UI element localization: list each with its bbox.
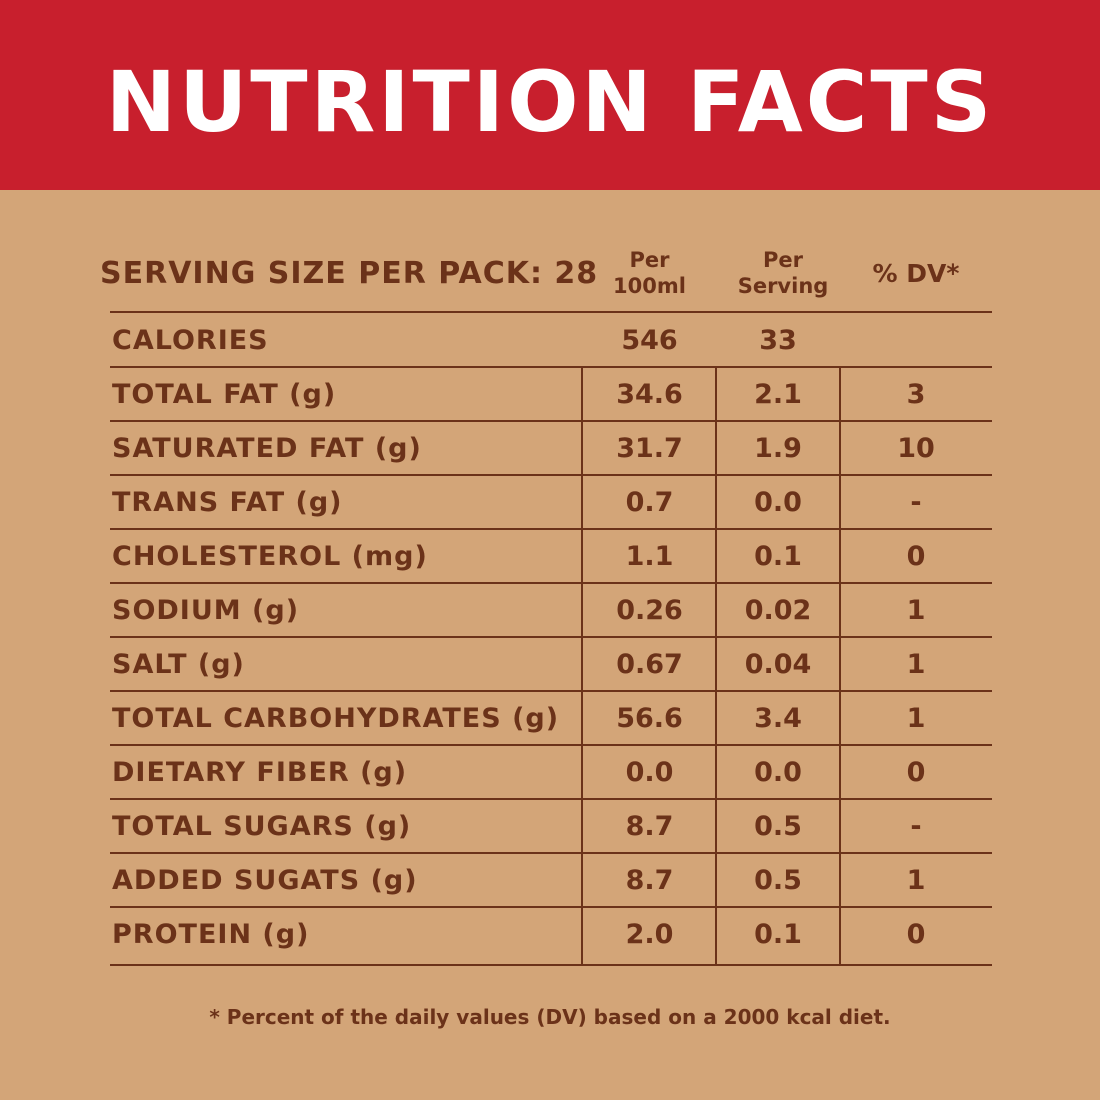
value-per-serving: 0.0 xyxy=(754,487,802,518)
value-per-serving: 0.1 xyxy=(754,541,802,572)
column-header-per-serving-text: Per Serving xyxy=(737,248,829,298)
value-dv xyxy=(840,314,992,368)
value-dv: 10 xyxy=(897,433,935,464)
nutrient-name: SATURATED FAT (g) xyxy=(112,433,422,464)
nutrient-name: CHOLESTEROL (mg) xyxy=(112,541,428,572)
nutrient-name: TRANS FAT (g) xyxy=(112,487,343,518)
value-dv: 0 xyxy=(906,541,926,572)
title-banner: NUTRITION FACTS xyxy=(0,0,1100,190)
footnote: * Percent of the daily values (DV) based… xyxy=(209,1005,891,1029)
value-dv: 0 xyxy=(906,757,926,788)
value-per-serving: 0.04 xyxy=(744,649,812,680)
value-per-serving: 0.5 xyxy=(754,811,802,842)
value-per-serving: 2.1 xyxy=(754,379,802,410)
column-header-dv: % DV* xyxy=(872,259,960,288)
value-per-100ml: 8.7 xyxy=(625,865,674,896)
serving-size-label: SERVING SIZE PER PACK: 28 xyxy=(100,256,599,291)
value-per-serving: 0.5 xyxy=(754,865,802,896)
page-title: NUTRITION FACTS xyxy=(105,53,995,151)
value-dv: 3 xyxy=(906,379,926,410)
value-per-serving: 0.02 xyxy=(744,595,812,626)
nutrient-name: TOTAL SUGARS (g) xyxy=(112,811,412,842)
row-divider xyxy=(110,636,992,638)
nutrient-name: ADDED SUGATS (g) xyxy=(112,865,418,896)
value-per-serving: 3.4 xyxy=(754,703,802,734)
value-per-100ml: 0.67 xyxy=(616,649,683,680)
value-per-100ml: 8.7 xyxy=(625,811,674,842)
row-divider xyxy=(110,690,992,692)
value-per-100ml: 546 xyxy=(621,325,678,356)
nutrient-name: SODIUM (g) xyxy=(112,595,300,626)
row-divider xyxy=(110,474,992,476)
value-per-serving: 1.9 xyxy=(754,433,802,464)
column-header-per-100ml-text: Per 100ml xyxy=(613,248,686,298)
nutrient-name: TOTAL FAT (g) xyxy=(112,379,337,410)
value-dv: - xyxy=(910,811,922,842)
nutrient-name: TOTAL CARBOHYDRATES (g) xyxy=(112,703,560,734)
value-dv: 1 xyxy=(906,649,926,680)
row-divider xyxy=(110,420,992,422)
column-divider xyxy=(581,367,583,965)
column-divider xyxy=(839,367,841,965)
value-per-100ml: 1.1 xyxy=(625,541,674,572)
row-divider xyxy=(110,906,992,908)
value-per-serving: 0.0 xyxy=(754,757,802,788)
value-per-100ml: 31.7 xyxy=(616,433,683,464)
value-per-serving: 33 xyxy=(759,325,797,356)
value-per-100ml: 34.6 xyxy=(616,379,683,410)
nutrient-name: DIETARY FIBER (g) xyxy=(112,757,408,788)
value-dv: 1 xyxy=(906,595,926,626)
column-header-per-100ml: Per 100ml xyxy=(583,247,716,299)
row-divider xyxy=(110,366,992,368)
value-per-100ml: 0.7 xyxy=(625,487,674,518)
value-dv: - xyxy=(910,487,922,518)
value-per-100ml: 0.0 xyxy=(625,757,674,788)
value-per-100ml: 2.0 xyxy=(625,919,674,950)
row-divider xyxy=(110,582,992,584)
value-per-100ml: 56.6 xyxy=(616,703,683,734)
nutrient-name: CALORIES xyxy=(112,325,269,356)
table-rule xyxy=(110,311,992,313)
column-divider xyxy=(715,367,717,965)
row-divider xyxy=(110,744,992,746)
row-divider xyxy=(110,852,992,854)
value-per-100ml: 0.26 xyxy=(616,595,683,626)
value-dv: 1 xyxy=(906,865,926,896)
nutrient-name: SALT (g) xyxy=(112,649,245,680)
table-bottom-rule xyxy=(110,964,992,966)
value-dv: 0 xyxy=(906,919,926,950)
row-divider xyxy=(110,528,992,530)
nutrient-name: PROTEIN (g) xyxy=(112,919,310,950)
row-divider xyxy=(110,798,992,800)
value-dv: 1 xyxy=(906,703,926,734)
value-per-serving: 0.1 xyxy=(754,919,802,950)
column-header-per-serving: Per Serving xyxy=(716,247,850,299)
